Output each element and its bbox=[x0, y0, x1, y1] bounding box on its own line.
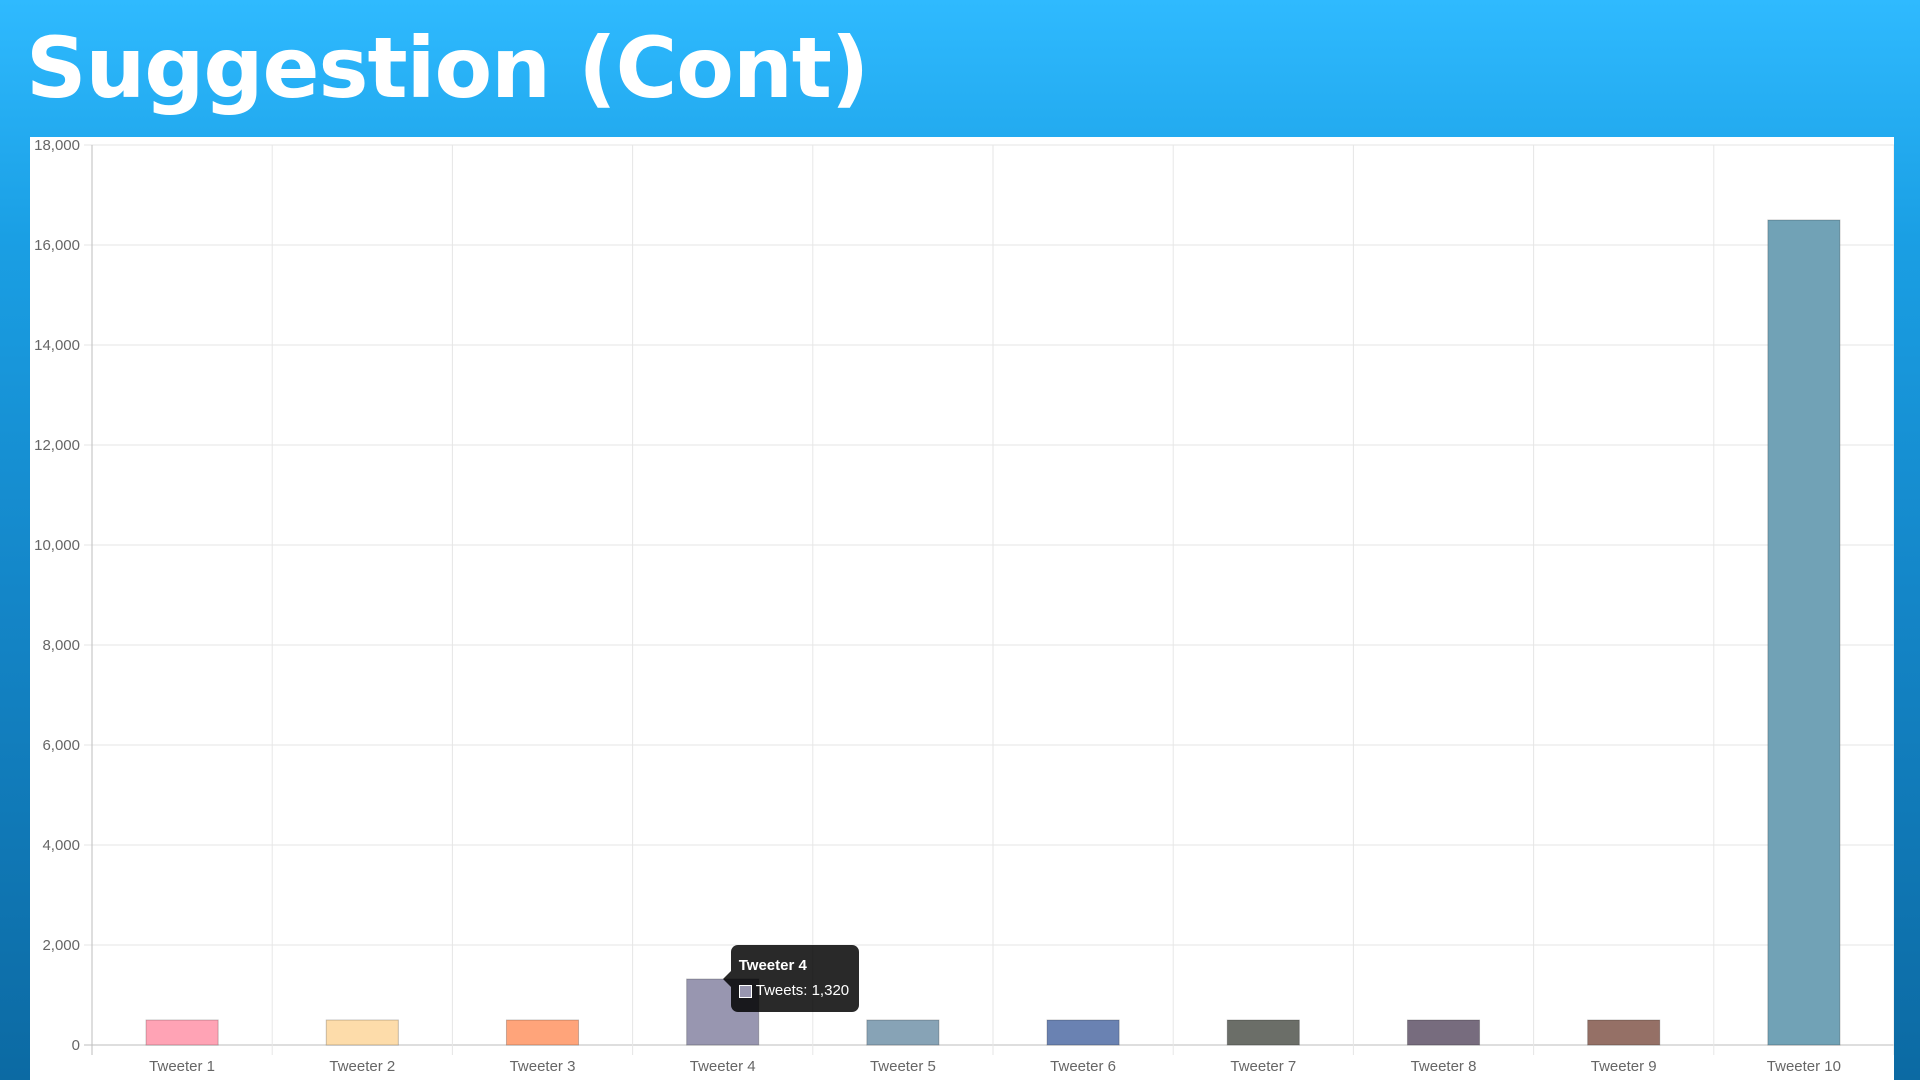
x-tick-label: Tweeter 3 bbox=[510, 1058, 576, 1075]
x-tick-label: Tweeter 10 bbox=[1767, 1058, 1841, 1075]
y-tick-label: 18,000 bbox=[34, 137, 80, 154]
x-tick-label: Tweeter 5 bbox=[870, 1058, 936, 1075]
y-tick-label: 2,000 bbox=[42, 937, 80, 954]
tooltip-swatch bbox=[738, 984, 752, 998]
bar-tweeter-9 bbox=[1587, 1019, 1661, 1046]
bar-chart: 0 2,000 4,000 6,000 8,000 10,000 12,000 14,000 1… bbox=[34, 137, 1894, 1075]
y-tick-label: 4,000 bbox=[42, 837, 80, 854]
y-tick-label: 10,000 bbox=[34, 537, 80, 554]
bar-tweeter-8 bbox=[1406, 1019, 1481, 1046]
bar-tweeter-6 bbox=[1046, 1019, 1120, 1046]
tooltip-label: Tweets: 1,320 bbox=[755, 981, 850, 999]
bar-tweeter-7 bbox=[1226, 1019, 1300, 1046]
bar-tweeter-1 bbox=[145, 1019, 219, 1046]
tooltip-row: Tweets: 1,320 bbox=[738, 979, 850, 1004]
x-tick-label: Tweeter 7 bbox=[1230, 1058, 1296, 1075]
bar-tweeter-4 bbox=[686, 978, 760, 1046]
x-tick-label: Tweeter 9 bbox=[1591, 1058, 1657, 1075]
slide-title: Suggestion (Cont) bbox=[26, 19, 869, 117]
y-tick-label: 14,000 bbox=[34, 337, 80, 354]
y-tick-label: 6,000 bbox=[42, 737, 80, 754]
x-tick-label: Tweeter 4 bbox=[690, 1058, 756, 1075]
x-tick-label: Tweeter 6 bbox=[1050, 1058, 1116, 1075]
y-tick-label: 12,000 bbox=[34, 437, 80, 454]
bar-tweeter-5 bbox=[866, 1019, 940, 1046]
bar-tweeter-10 bbox=[1767, 219, 1841, 1046]
y-tick-label: 0 bbox=[72, 1037, 80, 1054]
x-tick-label: Tweeter 2 bbox=[329, 1058, 395, 1075]
chart-tooltip: Tweeter 4 Tweets: 1,320 bbox=[722, 945, 860, 1012]
x-tick-label: Tweeter 1 bbox=[149, 1058, 215, 1075]
bar-tweeter-2 bbox=[325, 1019, 399, 1046]
bar-tweeter-3 bbox=[505, 1019, 580, 1046]
y-tick-label: 16,000 bbox=[34, 237, 80, 254]
y-tick-label: 8,000 bbox=[42, 637, 80, 654]
tooltip-title: Tweeter 4 bbox=[738, 957, 807, 974]
chart-panel: 0 2,000 4,000 6,000 8,000 10,000 12,000 14,000 1… bbox=[30, 137, 1894, 1080]
x-tick-label: Tweeter 8 bbox=[1411, 1058, 1477, 1075]
